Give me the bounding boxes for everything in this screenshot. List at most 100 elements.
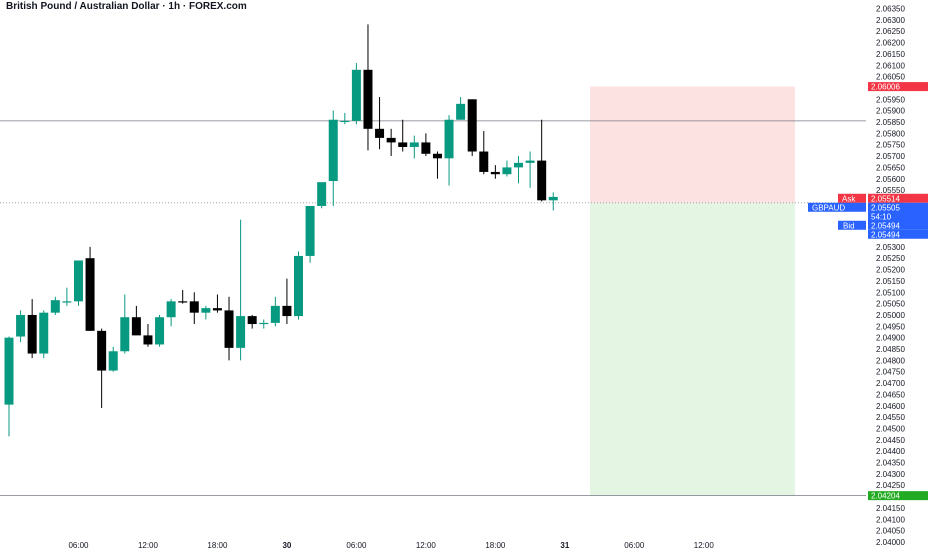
candle-body [143, 335, 153, 345]
candle [386, 128, 396, 157]
price-tick-label: 2.04350 [876, 459, 905, 468]
candle-body [444, 119, 454, 159]
candle [328, 110, 338, 206]
candle [548, 192, 558, 211]
candle [398, 119, 408, 152]
candle-body [537, 160, 547, 201]
time-tick-label: 30 [282, 541, 291, 550]
candle-body [317, 182, 327, 206]
price-tick-label: 2.05650 [876, 163, 905, 172]
price-tick-label: 2.04650 [876, 390, 905, 399]
ask-label: Ask [842, 194, 856, 203]
price-tick-label: 2.06350 [876, 5, 905, 14]
price-tick-label: 2.05000 [876, 311, 905, 320]
candle-body [328, 119, 338, 182]
price-tick-label: 2.05750 [876, 141, 905, 150]
candle [62, 287, 72, 306]
ask-price: 2.05514 [871, 194, 900, 203]
candle [259, 319, 269, 329]
price-axis: 2.06350 2.06300 2.06250 2.06200 2.06150 2.061… [876, 5, 905, 547]
candle [189, 292, 199, 325]
candle [363, 24, 373, 151]
candle [120, 294, 130, 354]
candle [305, 205, 315, 263]
chart-title: British Pound / Australian Dollar · 1h ·… [6, 1, 247, 12]
price-tick-label: 2.05300 [876, 243, 905, 252]
candle-body [525, 160, 535, 163]
candle [212, 294, 222, 313]
candle [502, 160, 512, 177]
candle-body [467, 99, 477, 152]
candle-body [294, 255, 303, 317]
candle-body [514, 162, 524, 168]
candle-body [456, 103, 466, 120]
candle-body [97, 330, 107, 371]
candle-body [479, 151, 489, 172]
candle-body [155, 317, 165, 345]
stop-price-tag-bg [868, 82, 928, 92]
price-tick-label: 2.04550 [876, 413, 905, 422]
candle [224, 296, 234, 361]
candle-body [73, 260, 83, 302]
candle [236, 219, 246, 361]
price-tick-label: 2.04800 [876, 356, 905, 365]
candle [456, 97, 466, 120]
candle-body [340, 120, 350, 123]
candle-body [27, 314, 37, 354]
candle [317, 182, 327, 209]
price-tick-label: 2.05800 [876, 129, 905, 138]
price-tick-label: 2.04700 [876, 379, 905, 388]
price-tick-label: 2.04900 [876, 334, 905, 343]
candle [27, 299, 37, 359]
candle [409, 135, 419, 159]
price-tick-label: 2.04100 [876, 515, 905, 524]
target-price-tag: 2.04204 [871, 492, 900, 501]
price-tick-label: 2.04500 [876, 424, 905, 433]
candle [270, 296, 280, 327]
candle-body [247, 316, 257, 325]
price-tick-label: 2.04600 [876, 402, 905, 411]
time-axis: 06:00 12:00 18:00 30 06:00 12:00 18:00 31 06:00 1… [68, 541, 714, 550]
candle [201, 305, 211, 320]
time-tick-label: 12:00 [416, 541, 437, 550]
candle [432, 151, 442, 179]
price-tick-label: 2.05100 [876, 288, 905, 297]
candle-body [212, 308, 222, 311]
symbol-price: 2.05505 [871, 203, 900, 212]
candle-body [224, 310, 234, 348]
candle-body [4, 337, 14, 405]
candle [247, 314, 257, 329]
candle-body [548, 196, 558, 201]
candle [16, 310, 26, 343]
ask-price-bg [868, 193, 928, 203]
candle [131, 305, 141, 336]
bid-price: 2.05494 [871, 230, 900, 239]
candle [340, 112, 350, 125]
candle [421, 133, 431, 157]
candle [39, 310, 49, 359]
take-profit-zone [590, 202, 795, 496]
candle-body [282, 305, 292, 317]
price-tick-label: 2.06250 [876, 27, 905, 36]
candle-body [386, 137, 396, 143]
candle [479, 131, 489, 175]
price-tick-label: 2.04150 [876, 504, 905, 513]
time-tick-label: 12:00 [694, 541, 715, 550]
stop-loss-zone [590, 86, 795, 203]
candle-body [409, 142, 419, 147]
price-tick-label: 2.04000 [876, 538, 905, 547]
candle [155, 314, 165, 347]
candle-body [166, 301, 176, 318]
candle [444, 115, 454, 186]
candle-body [50, 300, 60, 313]
candle-body [305, 205, 315, 256]
candle [525, 151, 535, 188]
candle [282, 278, 292, 325]
candle-body [39, 312, 49, 354]
ask-label-bg [838, 193, 866, 203]
candle-body [85, 258, 95, 331]
candle-body [189, 301, 199, 313]
candle-body [432, 153, 442, 159]
stop-price-tag: 2.06006 [871, 83, 900, 92]
